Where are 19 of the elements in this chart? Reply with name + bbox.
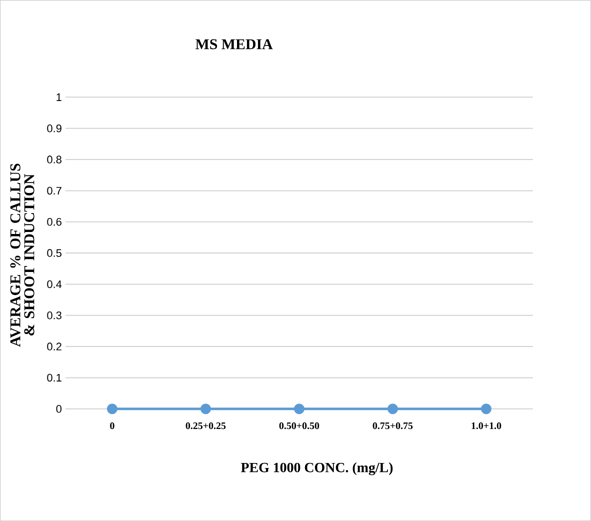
y-tick-label: 1 <box>56 93 62 101</box>
y-tick-label: 0.7 <box>47 186 62 195</box>
y-tick-label: 0.9 <box>47 124 62 132</box>
x-axis-title: PEG 1000 CONC. (mg/L) <box>240 462 393 476</box>
x-tick-label: 0.50+0.50 <box>279 422 320 430</box>
chart-title: MS MEDIA <box>196 39 273 50</box>
x-tick-label: 1.0+1.0 <box>472 422 502 430</box>
y-tick-label: 0 <box>56 404 62 413</box>
y-tick-label: 0.2 <box>47 342 62 350</box>
y-tick-label: 0.4 <box>47 280 62 288</box>
x-tick-label: 0 <box>110 422 114 430</box>
x-tick-label: 0.75+0.75 <box>372 422 413 430</box>
y-tick-label: 0.8 <box>47 156 62 164</box>
y-tick-label: 0.1 <box>47 374 62 382</box>
y-tick-label: 0.5 <box>47 249 62 257</box>
x-tick-label: 0.25+0.25 <box>186 422 226 430</box>
y-axis-title: AVERAGE % OF CALLUS & SHOOT INDUCTION <box>10 164 34 347</box>
y-tick-label: 0.6 <box>47 218 62 226</box>
y-tick-label: 0.3 <box>47 311 62 320</box>
